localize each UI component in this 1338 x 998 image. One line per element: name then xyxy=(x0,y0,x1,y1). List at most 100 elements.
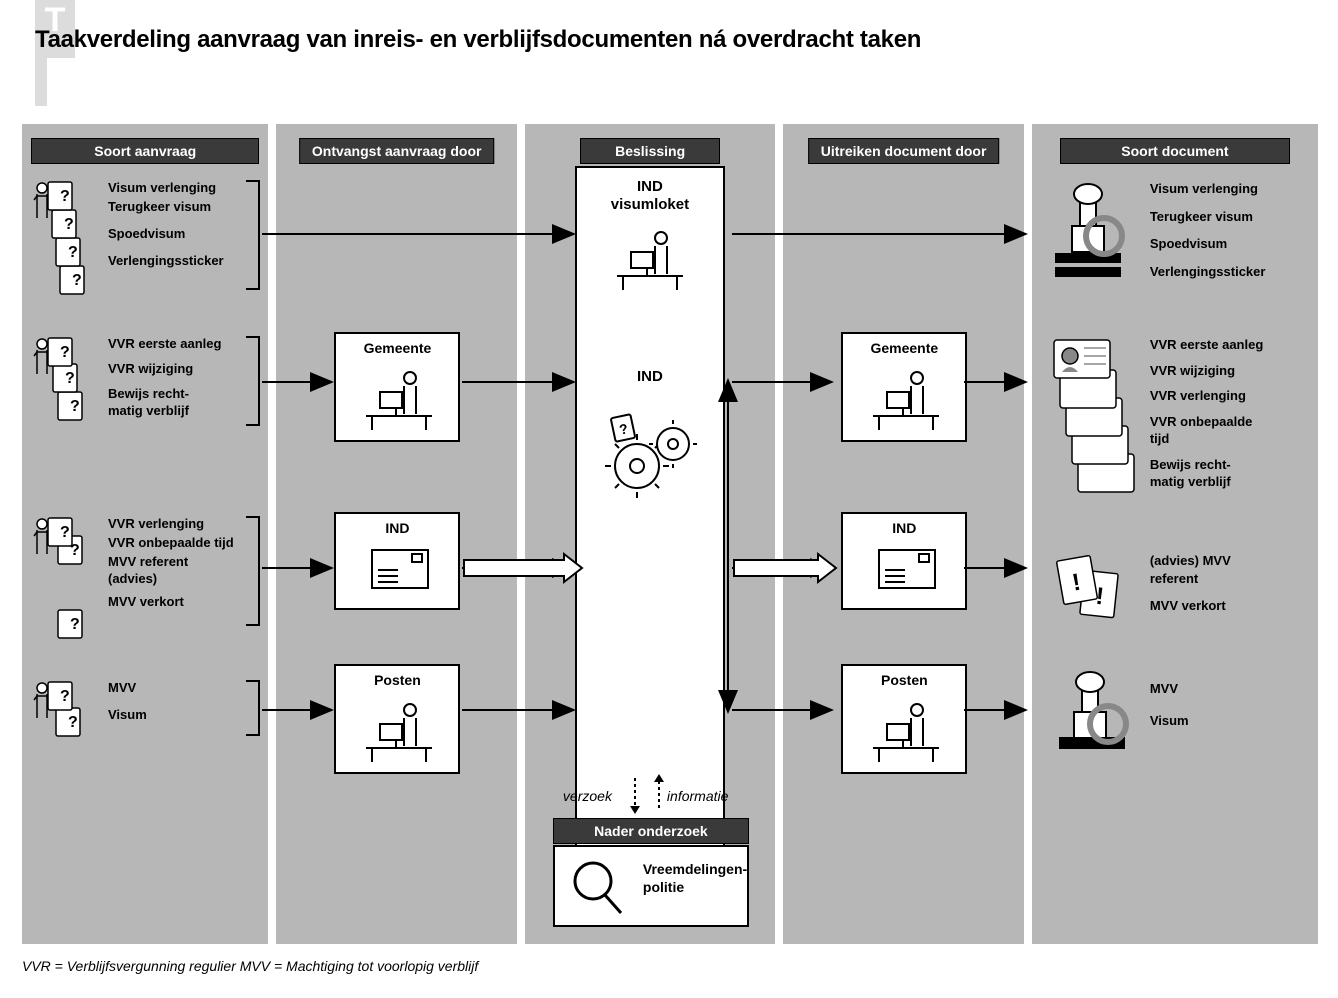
svg-text:?: ? xyxy=(60,524,70,541)
col-header-5: Soort document xyxy=(1060,138,1290,164)
svg-text:?: ? xyxy=(70,616,80,633)
doc-group-4: MVV Visum xyxy=(1046,672,1189,731)
column-soort-document: Soort document Visum verlenging Terugkee… xyxy=(1032,124,1318,944)
column-ontvangst: Ontvangst aanvraag door Gemeente IND xyxy=(276,124,516,944)
svg-text:?: ? xyxy=(68,714,78,731)
person-docs-icon: ? ? xyxy=(30,678,90,748)
desk-person-icon xyxy=(336,356,462,434)
req-label: MVV verkort xyxy=(108,594,184,611)
req-group-1: ? ? ? ? Visum verlenging Terugkeer visum… xyxy=(30,178,224,272)
doc-label: VVR onbepaalde tijd xyxy=(1150,413,1263,448)
proc-gemeente-2: Gemeente xyxy=(841,332,967,442)
proc-title: Posten xyxy=(336,666,458,688)
doc-label: VVR wijziging xyxy=(1150,362,1263,380)
flow-columns: Soort aanvraag ? ? ? ? Visu xyxy=(22,124,1318,944)
doc-label: Spoedvisum xyxy=(1150,235,1266,253)
proc-gemeente: Gemeente xyxy=(334,332,460,442)
doc-group-1: Visum verlenging Terugkeer visum Spoedvi… xyxy=(1046,178,1266,282)
nader-box: Vreemdelingen- politie xyxy=(553,845,749,927)
nader-header: Nader onderzoek xyxy=(553,818,749,844)
doc-label: MVV xyxy=(1150,680,1189,698)
page-title: Taakverdeling aanvraag van inreis- en ve… xyxy=(35,26,921,54)
col-header-2: Ontvangst aanvraag door xyxy=(299,138,495,164)
proc-title: IND xyxy=(336,514,458,536)
col-header-3: Beslissing xyxy=(580,138,720,164)
gears-icon: ? xyxy=(577,408,727,508)
req-label: Visum xyxy=(108,707,147,724)
column-uitreiken: Uitreiken document door Gemeente IND xyxy=(783,124,1023,944)
proc-posten-2: Posten xyxy=(841,664,967,774)
magnifier-icon xyxy=(565,853,635,923)
stamp-icon xyxy=(1046,176,1134,286)
svg-text:?: ? xyxy=(68,244,78,261)
svg-text:?: ? xyxy=(60,688,70,705)
proc-posten: Posten xyxy=(334,664,460,774)
desk-person-icon xyxy=(336,688,462,766)
bracket xyxy=(246,680,260,736)
proc-ind-mail: IND xyxy=(334,512,460,610)
req-label: Verlengingssticker xyxy=(108,253,224,270)
req-label: VVR onbepaalde tijd xyxy=(108,535,234,552)
stamp-icon xyxy=(1052,668,1140,758)
dotted-arrows-icon xyxy=(591,774,711,822)
desk-person-icon xyxy=(843,356,969,434)
desk-person-icon xyxy=(577,216,727,294)
doc-label: MVV verkort xyxy=(1150,597,1231,615)
proc-title: Gemeente xyxy=(336,334,458,356)
svg-text:?: ? xyxy=(70,542,80,559)
svg-text:?: ? xyxy=(72,272,82,289)
person-docs-icon: ? ? ? xyxy=(30,514,90,644)
bracket xyxy=(246,180,260,290)
doc-group-2: VVR eerste aanleg VVR wijziging VVR verl… xyxy=(1046,334,1263,493)
doc-label: Verlengingssticker xyxy=(1150,263,1266,281)
desk-person-icon xyxy=(843,688,969,766)
envelope-icon xyxy=(336,536,462,602)
doc-label: (advies) MVV referent xyxy=(1150,552,1231,587)
id-cards-icon xyxy=(1046,334,1146,504)
doc-label: VVR eerste aanleg xyxy=(1150,336,1263,354)
person-docs-icon: ? ? ? ? xyxy=(30,178,90,298)
svg-text:?: ? xyxy=(60,188,70,205)
svg-text:?: ? xyxy=(70,398,80,415)
doc-label: VVR verlenging xyxy=(1150,387,1263,405)
req-label: VVR wijziging xyxy=(108,361,193,378)
svg-text:?: ? xyxy=(60,344,70,361)
column-beslissing: Beslissing IND visumloket IND xyxy=(525,124,775,944)
decor-bar xyxy=(35,58,47,106)
proc-title: Gemeente xyxy=(843,334,965,356)
req-label: VVR eerste aanleg xyxy=(108,336,221,353)
footnote: VVR = Verblijfsvergunning regulier MVV =… xyxy=(22,958,478,974)
req-label: MVV xyxy=(108,680,136,697)
svg-text:?: ? xyxy=(64,216,74,233)
req-label: Spoedvisum xyxy=(108,226,185,243)
column-soort-aanvraag: Soort aanvraag ? ? ? ? Visu xyxy=(22,124,268,944)
bracket xyxy=(246,336,260,426)
proc-ind-mail-2: IND xyxy=(841,512,967,610)
central-decision-box: IND visumloket IND xyxy=(575,166,725,876)
svg-text:?: ? xyxy=(65,370,75,387)
envelope-icon xyxy=(843,536,969,602)
proc-title: IND xyxy=(843,514,965,536)
req-label: VVR verlenging xyxy=(108,516,204,533)
doc-group-3: ! ! (advies) MVV referent MVV verkort xyxy=(1046,550,1231,617)
bracket xyxy=(246,516,260,626)
req-group-3: ? ? ? VVR verlenging VVR onbepaalde tijd… xyxy=(30,514,234,612)
req-group-2: ? ? ? VVR eerste aanleg VVR wijziging Be… xyxy=(30,334,221,422)
req-label: Terugkeer visum xyxy=(108,199,211,216)
col-header-4: Uitreiken document door xyxy=(808,138,1000,164)
req-label: Visum verlenging xyxy=(108,180,216,197)
doc-label: Terugkeer visum xyxy=(1150,208,1266,226)
person-docs-icon: ? ? ? xyxy=(30,334,90,434)
col-header-1: Soort aanvraag xyxy=(31,138,259,164)
req-label: MVV referent (advies) xyxy=(108,554,188,588)
nader-label: Vreemdelingen- politie xyxy=(643,861,747,896)
doc-label: Visum xyxy=(1150,712,1189,730)
req-label: Bewijs recht- matig verblijf xyxy=(108,386,189,420)
req-group-4: ? ? MVV Visum xyxy=(30,678,147,726)
label-ind-visumloket: IND visumloket xyxy=(577,178,723,214)
doc-label: Bewijs recht- matig verblijf xyxy=(1150,456,1263,491)
doc-label: Visum verlenging xyxy=(1150,180,1266,198)
proc-title: Posten xyxy=(843,666,965,688)
letters-icon: ! ! xyxy=(1052,550,1142,630)
label-ind: IND xyxy=(577,368,723,386)
